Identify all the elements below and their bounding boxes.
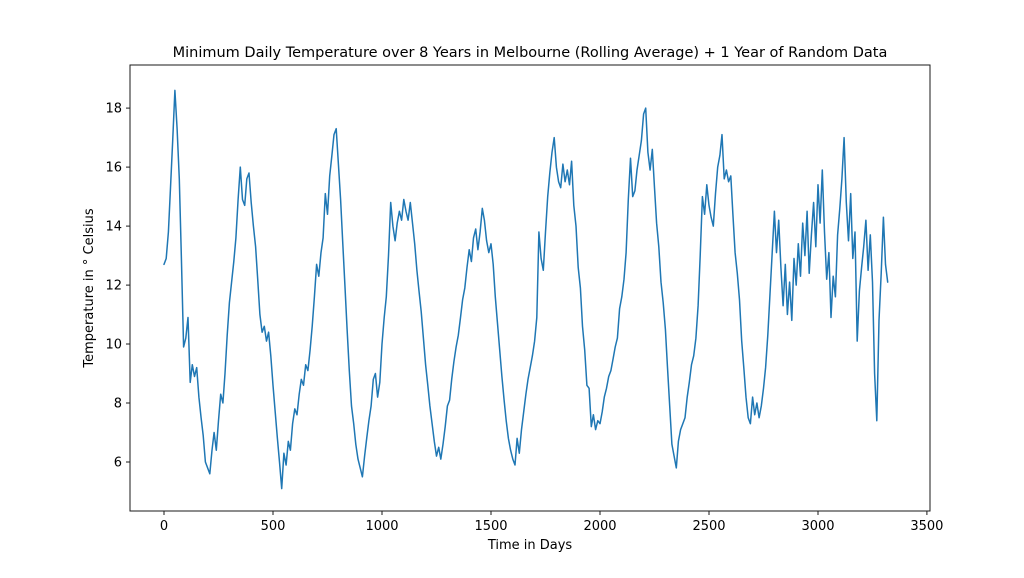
x-axis-label: Time in Days xyxy=(487,538,573,553)
y-tick-label: 8 xyxy=(114,397,122,412)
y-tick-label: 14 xyxy=(105,220,122,235)
x-tick-label: 2000 xyxy=(583,519,616,534)
x-axis-ticks: 0 500 1000 1500 2000 2500 3000 3500 xyxy=(160,511,943,534)
y-tick-label: 10 xyxy=(105,338,122,353)
x-tick-label: 3500 xyxy=(910,519,943,534)
x-tick-label: 3000 xyxy=(801,519,834,534)
plot-border xyxy=(129,64,931,512)
x-tick-label: 1500 xyxy=(474,519,507,534)
y-tick-label: 16 xyxy=(105,161,122,176)
y-tick-label: 18 xyxy=(105,102,122,117)
x-tick-label: 0 xyxy=(160,519,168,534)
y-axis-label: Temperature in ° Celsius xyxy=(82,208,97,368)
x-tick-label: 500 xyxy=(261,519,286,534)
x-tick-label: 1000 xyxy=(365,519,398,534)
y-tick-label: 6 xyxy=(114,456,122,471)
y-axis-ticks: 6 8 10 12 14 16 18 xyxy=(105,102,130,471)
x-tick-label: 2500 xyxy=(692,519,725,534)
chart-title: Minimum Daily Temperature over 8 Years i… xyxy=(173,45,888,61)
y-tick-label: 12 xyxy=(105,279,122,294)
temperature-line xyxy=(163,89,889,490)
